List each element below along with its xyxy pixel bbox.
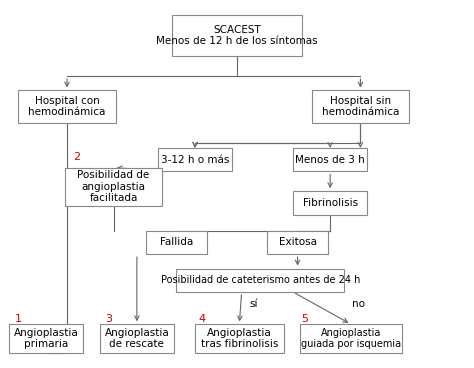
FancyBboxPatch shape: [172, 15, 302, 56]
Text: Hospital sin
hemodinámica: Hospital sin hemodinámica: [322, 96, 399, 117]
FancyBboxPatch shape: [267, 231, 328, 254]
Text: Angioplastia
tras fibrinolisis: Angioplastia tras fibrinolisis: [201, 328, 278, 350]
Text: Fallida: Fallida: [160, 237, 193, 247]
FancyBboxPatch shape: [293, 148, 367, 171]
Text: Menos de 3 h: Menos de 3 h: [295, 155, 365, 165]
FancyBboxPatch shape: [176, 269, 344, 292]
Text: Angioplastia
guiada por isquemia: Angioplastia guiada por isquemia: [301, 328, 401, 350]
Text: Angioplastia
primaria: Angioplastia primaria: [14, 328, 79, 350]
Text: 3-12 h o más: 3-12 h o más: [161, 155, 229, 165]
FancyBboxPatch shape: [18, 91, 116, 123]
FancyBboxPatch shape: [9, 324, 83, 353]
Text: 4: 4: [199, 314, 206, 324]
Text: 2: 2: [73, 152, 80, 162]
Text: 1: 1: [15, 314, 22, 324]
Text: Exitosa: Exitosa: [279, 237, 317, 247]
Text: 3: 3: [105, 314, 112, 324]
FancyBboxPatch shape: [195, 324, 283, 353]
Text: 5: 5: [301, 314, 308, 324]
FancyBboxPatch shape: [300, 324, 402, 353]
Text: Hospital con
hemodinámica: Hospital con hemodinámica: [28, 96, 106, 117]
FancyBboxPatch shape: [158, 148, 232, 171]
Text: no: no: [352, 300, 365, 309]
FancyBboxPatch shape: [146, 231, 207, 254]
Text: SCACEST
Menos de 12 h de los síntomas: SCACEST Menos de 12 h de los síntomas: [156, 25, 318, 46]
FancyBboxPatch shape: [65, 168, 163, 206]
Text: Posibilidad de
angioplastia
facilitada: Posibilidad de angioplastia facilitada: [77, 170, 150, 203]
FancyBboxPatch shape: [100, 324, 174, 353]
Text: sí: sí: [249, 300, 257, 309]
FancyBboxPatch shape: [293, 191, 367, 215]
Text: Posibilidad de cateterismo antes de 24 h: Posibilidad de cateterismo antes de 24 h: [161, 275, 360, 285]
FancyBboxPatch shape: [311, 91, 409, 123]
Text: Fibrinolisis: Fibrinolisis: [302, 198, 358, 208]
Text: Angioplastia
de rescate: Angioplastia de rescate: [104, 328, 169, 350]
